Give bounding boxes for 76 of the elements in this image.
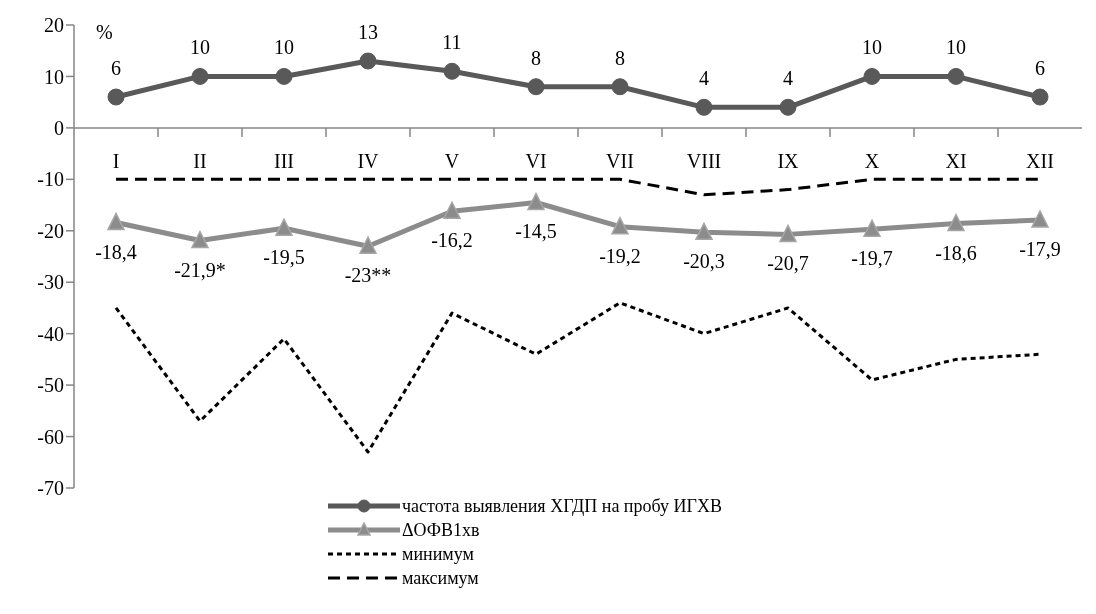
- data-label: 10: [946, 36, 966, 59]
- y-tick-label: -30: [37, 271, 64, 294]
- x-tick-label: V: [444, 149, 460, 172]
- y-tick-label: -20: [37, 219, 64, 242]
- data-label: -18,4: [95, 240, 137, 263]
- y-tick-label: -10: [37, 168, 64, 191]
- point: [107, 212, 125, 231]
- point: [695, 98, 713, 116]
- y-tick-label: 10: [44, 65, 64, 88]
- x-tick-label: III: [274, 149, 294, 172]
- data-label: 4: [699, 67, 709, 90]
- data-label: -17,9: [1019, 237, 1061, 260]
- y-tick-label: -40: [37, 322, 64, 345]
- point: [1031, 210, 1049, 228]
- point: [275, 218, 293, 236]
- data-label: 4: [783, 67, 793, 90]
- x-tick-label: XI: [945, 149, 967, 172]
- annotation: %: [96, 21, 113, 44]
- point: [359, 236, 377, 254]
- point: [695, 222, 713, 241]
- x-tick-label: VII: [606, 149, 634, 172]
- point: [527, 78, 545, 96]
- x-tick-label: I: [112, 149, 120, 172]
- line-series: [114, 301, 1042, 454]
- y-tick-label: 0: [54, 116, 64, 139]
- legend-label: максимум: [402, 567, 479, 590]
- data-label: -19,5: [263, 246, 305, 269]
- y-tick-label: 20: [44, 14, 64, 37]
- data-label: 6: [1035, 57, 1045, 80]
- data-label: -19,2: [599, 244, 641, 267]
- data-label: -23**: [344, 264, 392, 287]
- point: [779, 224, 797, 243]
- data-label: -16,2: [431, 229, 473, 252]
- point: [947, 67, 965, 85]
- point: [611, 216, 629, 235]
- data-label: 10: [862, 36, 882, 59]
- x-tick-label: X: [864, 149, 880, 172]
- x-tick-label: IV: [357, 149, 380, 172]
- y-tick-label: -70: [37, 477, 64, 500]
- data-label: 10: [190, 36, 210, 59]
- point: [863, 219, 881, 237]
- point: [191, 67, 209, 85]
- point: [443, 62, 461, 80]
- data-label: 8: [531, 46, 541, 69]
- data-label: -18,6: [935, 241, 977, 264]
- point: [107, 88, 125, 106]
- y-tick-label: -50: [37, 374, 64, 397]
- data-label: -20,3: [683, 250, 725, 273]
- data-label: 10: [274, 36, 294, 59]
- x-tick-label: II: [193, 149, 207, 172]
- point: [947, 213, 965, 232]
- point: [527, 192, 545, 211]
- point: [611, 78, 629, 96]
- point: [863, 67, 881, 85]
- point: [443, 201, 461, 219]
- data-label: 11: [442, 31, 462, 54]
- point: [1031, 88, 1049, 106]
- x-tick-label: XII: [1026, 149, 1054, 172]
- point: [275, 67, 293, 85]
- legend-label: минимум: [402, 543, 474, 566]
- data-label: -19,7: [851, 247, 893, 270]
- y-tick-label: -60: [37, 425, 64, 448]
- data-label: -14,5: [515, 220, 557, 243]
- legend-label: частота выявления ХГДП на пробу ИГХВ: [402, 495, 722, 518]
- point: [191, 230, 209, 249]
- x-tick-label: IX: [777, 149, 800, 172]
- data-label: -20,7: [767, 252, 809, 275]
- data-label: -21,9*: [174, 258, 226, 281]
- data-label: 13: [358, 21, 378, 44]
- data-label: 6: [111, 57, 121, 80]
- legend-label: ΔОФВ1хв: [402, 519, 480, 542]
- point: [359, 52, 377, 70]
- point: [779, 98, 797, 116]
- x-tick-label: VIII: [686, 149, 722, 172]
- x-tick-label: VI: [525, 149, 547, 172]
- data-label: 8: [615, 46, 625, 69]
